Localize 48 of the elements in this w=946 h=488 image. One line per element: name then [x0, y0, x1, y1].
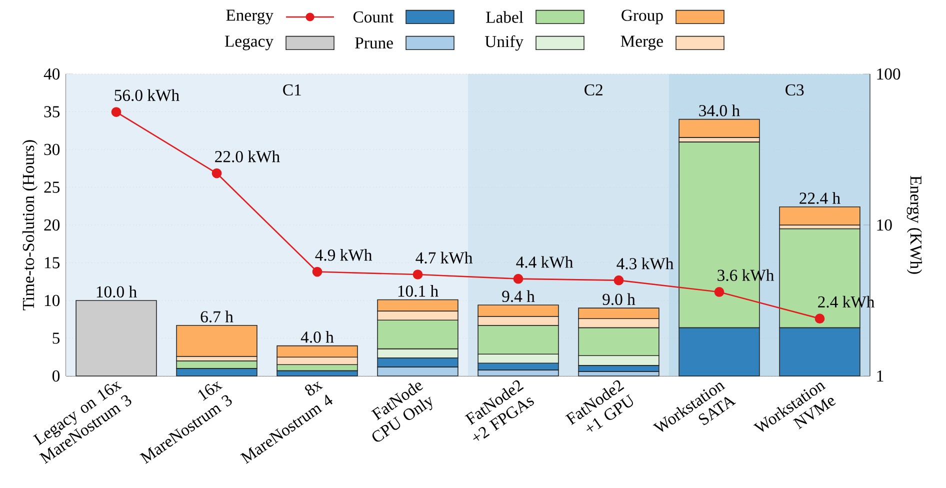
legend-label: Label [486, 11, 524, 23]
y-tick-label: 5 [52, 332, 60, 344]
y-tick-label: 0 [52, 370, 60, 382]
point [814, 314, 825, 324]
total-label: 10.1 h [398, 285, 438, 297]
data-label: 4.3 kWh [616, 258, 674, 270]
data-label: 4.4 kWh [516, 256, 574, 268]
point [714, 287, 724, 297]
y2-tick-label: 10 [877, 219, 892, 231]
total-label: 6.7 h [200, 310, 234, 322]
data-label: 4.9 kWh [315, 249, 372, 261]
y-tick-label: 30 [44, 144, 60, 156]
point [312, 266, 322, 277]
y2-tick-label: 100 [877, 68, 900, 80]
data-label: 4.7 kWh [416, 252, 473, 264]
legend-label: Unify [484, 35, 524, 51]
band-label: C1 [283, 84, 301, 96]
y-tick-label: 20 [44, 219, 60, 231]
point [111, 107, 122, 117]
y-tick-label: 10 [44, 294, 60, 306]
legend-label: Legacy [224, 36, 274, 50]
total-label: 9.4 h [502, 290, 535, 302]
point [212, 168, 222, 178]
point [614, 275, 624, 286]
total-label: 10.0 h [96, 286, 137, 298]
y2-axis-title: Energy (KWh) [906, 176, 922, 274]
band-label: C3 [786, 84, 804, 96]
y-tick-label: 15 [44, 257, 60, 268]
bar [779, 206, 860, 226]
y-axis-title: Time-to-Solution (Hours) [22, 140, 38, 310]
total-label: 9.0 h [602, 293, 636, 306]
legend-label: Energy [226, 10, 274, 24]
y-tick-label: 25 [44, 182, 60, 193]
y2-tick-label: 1 [877, 370, 884, 382]
legend-label: Merge [620, 36, 663, 50]
point [412, 270, 423, 280]
band-label: C2 [584, 84, 602, 96]
y-tick-label: 40 [44, 68, 60, 80]
data-label: 22.0 kWh [215, 150, 280, 162]
total-label: 34.0 h [699, 104, 740, 116]
legend-label: Group [622, 10, 663, 24]
total-label: 22.4 h [800, 192, 840, 204]
y-tick-label: 35 [44, 106, 60, 118]
legend-label: Prune [355, 37, 393, 49]
total-label: 4.0 h [300, 331, 334, 343]
point [513, 274, 524, 284]
data-label: 56.0 kWh [114, 89, 180, 102]
legend-label: Count [353, 11, 394, 23]
